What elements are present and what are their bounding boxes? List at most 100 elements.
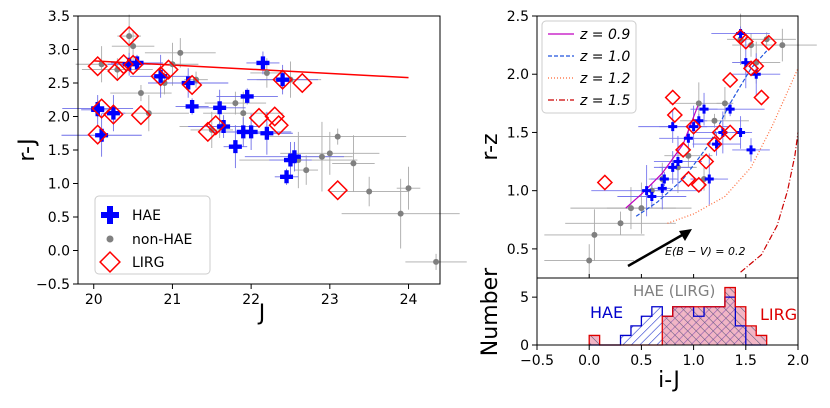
track-line bbox=[635, 50, 768, 217]
left-nonhae-point bbox=[161, 80, 168, 86]
left-hae-point bbox=[91, 103, 105, 117]
right-lirg-point bbox=[737, 33, 754, 50]
left-x-tick-label: 21 bbox=[164, 292, 182, 308]
right-hae-point bbox=[694, 116, 704, 126]
hist-lirg-bar-hatch bbox=[662, 316, 673, 345]
right-hae-point bbox=[647, 191, 657, 201]
right-nonhae-point bbox=[721, 100, 728, 107]
hist-y-label: Number bbox=[478, 267, 503, 356]
left-nonhae-point bbox=[130, 43, 137, 50]
left-lirg-point bbox=[122, 54, 144, 76]
legend-nonhae-marker bbox=[106, 235, 114, 243]
legend-z12-label: z = 1.2 bbox=[579, 71, 630, 87]
right-lirg-point bbox=[697, 153, 715, 170]
hist-lirg-label: LIRG bbox=[760, 305, 797, 324]
right-lirg-point bbox=[711, 124, 728, 141]
hist-y-tick-label: 5 bbox=[520, 290, 529, 306]
right-lirg-point bbox=[596, 174, 613, 191]
left-y-tick-label: 1.5 bbox=[48, 143, 70, 159]
hist-x-tick-label: 0.0 bbox=[578, 353, 600, 369]
left-nonhae-point bbox=[334, 133, 341, 140]
right-nonhae-point bbox=[748, 42, 755, 49]
right-nonhae-point bbox=[695, 100, 702, 107]
left-lirg-point bbox=[205, 114, 226, 136]
left-y-label: r-J bbox=[15, 138, 40, 161]
left-lirg-point bbox=[107, 60, 128, 82]
right-hae-point bbox=[683, 133, 693, 143]
left-nonhae-point bbox=[397, 210, 404, 217]
hist-lirg-bar-hatch bbox=[672, 306, 684, 345]
right-nonhae-point bbox=[586, 257, 593, 264]
hist-hae-bar bbox=[630, 325, 642, 345]
right-hae-point bbox=[673, 157, 683, 167]
left-hae-point bbox=[228, 140, 242, 154]
left-lirg-point bbox=[87, 124, 108, 145]
legend-lirg-marker bbox=[99, 251, 121, 273]
track-line bbox=[625, 103, 700, 209]
right-nonhae-point bbox=[763, 36, 770, 43]
fit-line bbox=[93, 60, 409, 79]
left-hae-point bbox=[106, 106, 120, 120]
right-lirg-point bbox=[675, 141, 692, 159]
hist-lirg-bar-hatch bbox=[756, 335, 767, 345]
left-hae-point bbox=[181, 76, 195, 90]
hist-lirg-bar-hatch bbox=[724, 287, 736, 345]
hist-hae-label: HAE bbox=[590, 303, 623, 322]
left-lirg-point bbox=[197, 121, 219, 143]
right-lirg-point bbox=[664, 89, 681, 106]
right-bottom-panel: −0.5 0.0 0.5 1.0 1.5 2.0 5 0 HAE HAE (LIRG) LIR… bbox=[478, 267, 809, 393]
right-nonhae-point bbox=[627, 205, 634, 212]
left-x-tick-label: 24 bbox=[400, 292, 418, 308]
hist-y-tick-label: 0 bbox=[520, 338, 529, 354]
left-hae-point bbox=[276, 73, 290, 87]
right-lirg-point bbox=[732, 28, 749, 46]
hist-lirg-bar-hatch bbox=[683, 306, 694, 345]
right-hae-point bbox=[659, 174, 669, 184]
right-hae-point bbox=[668, 162, 678, 172]
right-nonhae-point bbox=[591, 231, 598, 238]
legend-z10-label: z = 1.0 bbox=[579, 49, 630, 65]
left-hae-point bbox=[236, 125, 250, 139]
right-legend-box bbox=[541, 20, 637, 114]
left-hae-point bbox=[287, 150, 301, 164]
left-hae-point bbox=[185, 99, 199, 113]
right-y-tick-label: 1.5 bbox=[507, 125, 529, 141]
right-hae-point bbox=[699, 104, 709, 114]
right-y-tick-label: 0.5 bbox=[507, 242, 529, 258]
reddening-arrow-shaft bbox=[627, 232, 685, 268]
left-lirg-point bbox=[272, 69, 293, 90]
right-lirg-point bbox=[680, 170, 697, 188]
hist-x-tick-label: 0.5 bbox=[630, 353, 652, 369]
left-hae-point bbox=[244, 125, 258, 139]
right-hae-point bbox=[657, 183, 667, 193]
right-y-tick-label: 2.0 bbox=[507, 67, 529, 83]
left-fit-line bbox=[93, 60, 409, 79]
right-top-y-label: r-z bbox=[478, 133, 503, 160]
left-lirg-point bbox=[118, 25, 140, 47]
hist-lirg-bar-hatch bbox=[714, 306, 725, 345]
left-y-tick-label: 2.0 bbox=[48, 110, 70, 126]
right-lirg-point bbox=[748, 57, 765, 75]
left-nonhae-point bbox=[303, 167, 310, 174]
legend-hae-marker bbox=[101, 206, 119, 224]
hist-hae-bar bbox=[651, 306, 663, 345]
right-hae-point bbox=[736, 28, 746, 38]
hist-hae-bar bbox=[641, 316, 652, 345]
hist-x-tick-label: 1.0 bbox=[682, 353, 704, 369]
left-nonhae-point bbox=[318, 153, 325, 160]
left-y-tick-label: 0.0 bbox=[48, 244, 70, 260]
left-x-tick-label: 20 bbox=[85, 292, 103, 308]
right-top-panel: E(B − V) = 0.2 2.5 2.0 1.5 1.0 0.5 r-z z = 0… bbox=[478, 9, 817, 279]
track-line bbox=[667, 68, 799, 224]
left-lirg-point bbox=[181, 74, 203, 96]
left-y-tick-label: 2.5 bbox=[48, 76, 70, 92]
left-hae-point bbox=[154, 69, 168, 83]
hist-x-tick-label: 2.0 bbox=[787, 353, 809, 369]
right-y-tick-label: 2.5 bbox=[507, 9, 529, 25]
legend-nonhae-label: non-HAE bbox=[132, 232, 192, 248]
hist-lirg-bar-hatch bbox=[704, 306, 715, 345]
right-nonhae-point bbox=[711, 117, 718, 124]
left-nonhae-point bbox=[326, 150, 333, 157]
right-hae-point bbox=[746, 145, 756, 155]
legend-hae-label: HAE bbox=[132, 208, 161, 224]
